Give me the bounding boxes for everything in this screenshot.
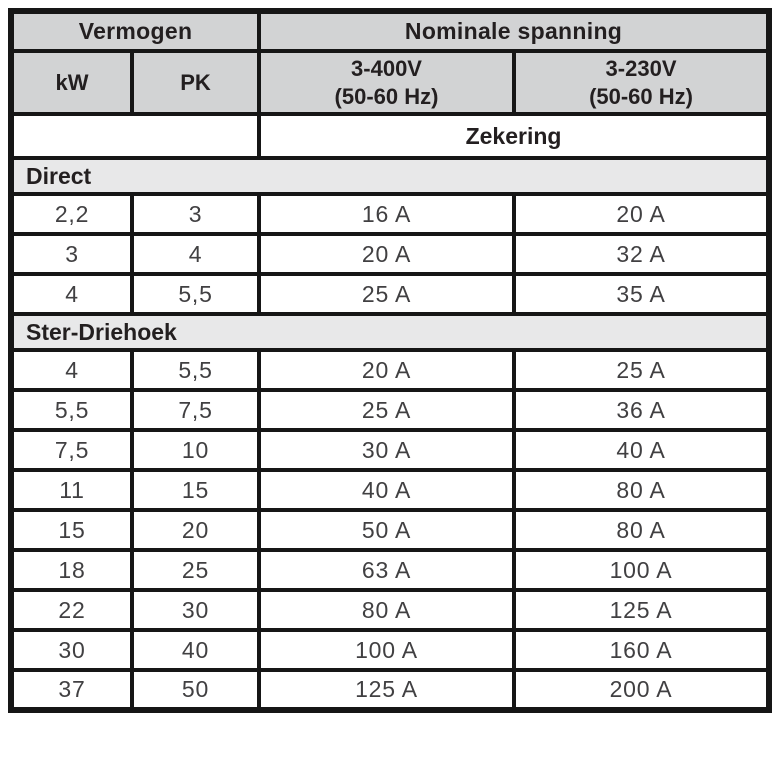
cell-kw: 4 <box>9 348 134 392</box>
page: Vermogen Nominale spanning kW PK 3-400V … <box>8 8 773 713</box>
cell-fuse-400v: 100 A <box>257 628 517 672</box>
cell-fuse-230v: 200 A <box>512 668 772 712</box>
cell-fuse-400v: 20 A <box>257 232 517 276</box>
cell-kw: 18 <box>9 548 134 592</box>
cell-pk: 15 <box>129 468 262 512</box>
cell-fuse-230v: 100 A <box>512 548 772 592</box>
section-title: Ster-Driehoek <box>8 312 772 352</box>
cell-fuse-400v: 40 A <box>257 468 517 512</box>
cell-pk: 30 <box>129 588 262 632</box>
cell-kw: 7,5 <box>9 428 134 472</box>
cell-pk: 4 <box>129 232 262 276</box>
cell-fuse-400v: 30 A <box>257 428 517 472</box>
section-header-ster-driehoek: Ster-Driehoek <box>8 312 772 352</box>
cell-fuse-400v: 25 A <box>257 272 517 316</box>
group-header-row: Vermogen Nominale spanning <box>8 9 772 53</box>
cell-kw: 3 <box>9 232 134 276</box>
cell-pk: 10 <box>129 428 262 472</box>
table-row: 15 20 50 A 80 A <box>9 508 772 552</box>
table-row: 7,5 10 30 A 40 A <box>9 428 772 472</box>
table-row: 2,2 3 16 A 20 A <box>9 192 772 236</box>
table-row: 37 50 125 A 200 A <box>9 668 772 712</box>
cell-fuse-400v: 50 A <box>257 508 517 552</box>
cell-pk: 25 <box>129 548 262 592</box>
cell-fuse-230v: 40 A <box>512 428 772 472</box>
header-zekering: Zekering <box>257 112 772 160</box>
cell-fuse-400v: 80 A <box>257 588 517 632</box>
cell-kw: 5,5 <box>9 388 134 432</box>
cell-fuse-230v: 160 A <box>512 628 772 672</box>
cell-pk: 40 <box>129 628 262 672</box>
cell-fuse-230v: 36 A <box>512 388 772 432</box>
table-row: 4 5,5 25 A 35 A <box>9 272 772 316</box>
cell-pk: 20 <box>129 508 262 552</box>
cell-fuse-230v: 125 A <box>512 588 772 632</box>
cell-fuse-230v: 25 A <box>512 348 772 392</box>
header-400v-voltage: 3-400V <box>351 56 422 81</box>
cell-kw: 22 <box>9 588 134 632</box>
table-row: 18 25 63 A 100 A <box>9 548 772 592</box>
header-pk: PK <box>129 49 262 116</box>
cell-fuse-230v: 35 A <box>512 272 772 316</box>
header-vermogen: Vermogen <box>8 9 262 53</box>
cell-fuse-230v: 80 A <box>512 468 772 512</box>
zekering-row: Zekering <box>8 112 772 160</box>
cell-fuse-400v: 125 A <box>257 668 517 712</box>
cell-kw: 2,2 <box>9 192 134 236</box>
table-row: 3 4 20 A 32 A <box>9 232 772 276</box>
cell-kw: 37 <box>9 668 134 712</box>
cell-fuse-400v: 63 A <box>257 548 517 592</box>
cell-kw: 4 <box>9 272 134 316</box>
table-row: 4 5,5 20 A 25 A <box>9 348 772 392</box>
header-230v: 3-230V (50-60 Hz) <box>512 49 772 116</box>
cell-kw: 11 <box>9 468 134 512</box>
cell-pk: 7,5 <box>129 388 262 432</box>
cell-fuse-230v: 32 A <box>512 232 772 276</box>
cell-fuse-400v: 25 A <box>257 388 517 432</box>
cell-fuse-230v: 80 A <box>512 508 772 552</box>
cell-pk: 3 <box>129 192 262 236</box>
table-row: 5,5 7,5 25 A 36 A <box>9 388 772 432</box>
cell-pk: 5,5 <box>129 272 262 316</box>
section-header-direct: Direct <box>8 156 772 196</box>
header-nominale-spanning: Nominale spanning <box>257 9 772 53</box>
header-400v: 3-400V (50-60 Hz) <box>257 49 517 116</box>
blank-cell <box>8 112 262 160</box>
cell-fuse-400v: 20 A <box>257 348 517 392</box>
cell-kw: 15 <box>9 508 134 552</box>
header-400v-frequency: (50-60 Hz) <box>334 83 439 109</box>
cell-fuse-230v: 20 A <box>512 192 772 236</box>
header-kw: kW <box>9 49 134 116</box>
motor-fuse-table: Vermogen Nominale spanning kW PK 3-400V … <box>8 8 773 713</box>
table-row: 11 15 40 A 80 A <box>9 468 772 512</box>
header-230v-voltage: 3-230V <box>605 56 677 81</box>
cell-pk: 50 <box>129 668 262 712</box>
table-row: 30 40 100 A 160 A <box>9 628 772 672</box>
cell-fuse-400v: 16 A <box>257 192 517 236</box>
cell-pk: 5,5 <box>129 348 262 392</box>
table-row: 22 30 80 A 125 A <box>9 588 772 632</box>
cell-kw: 30 <box>9 628 134 672</box>
header-230v-frequency: (50-60 Hz) <box>589 83 693 109</box>
section-title: Direct <box>8 156 772 196</box>
sub-header-row: kW PK 3-400V (50-60 Hz) 3-230V (50-60 Hz… <box>9 49 772 116</box>
